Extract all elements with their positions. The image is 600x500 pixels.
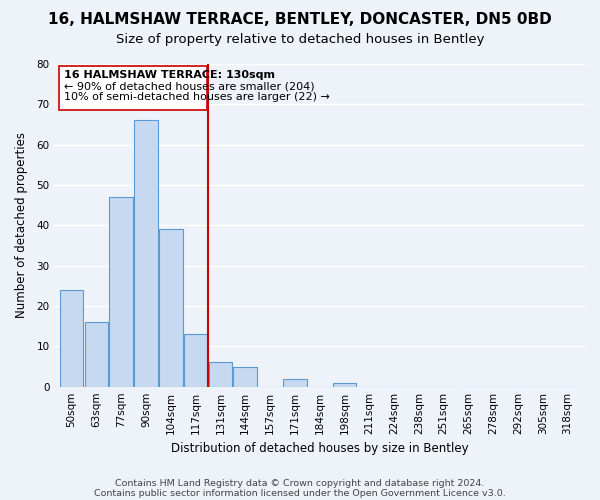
Text: Contains HM Land Registry data © Crown copyright and database right 2024.: Contains HM Land Registry data © Crown c…	[115, 478, 485, 488]
Text: Contains public sector information licensed under the Open Government Licence v3: Contains public sector information licen…	[94, 488, 506, 498]
Text: ← 90% of detached houses are smaller (204): ← 90% of detached houses are smaller (20…	[64, 82, 315, 92]
Text: 16, HALMSHAW TERRACE, BENTLEY, DONCASTER, DN5 0BD: 16, HALMSHAW TERRACE, BENTLEY, DONCASTER…	[48, 12, 552, 28]
FancyBboxPatch shape	[59, 66, 207, 110]
Bar	[332, 382, 356, 386]
Bar	[233, 366, 257, 386]
Y-axis label: Number of detached properties: Number of detached properties	[15, 132, 28, 318]
Bar	[184, 334, 208, 386]
Bar	[283, 378, 307, 386]
Bar	[134, 120, 158, 386]
Text: 10% of semi-detached houses are larger (22) →: 10% of semi-detached houses are larger (…	[64, 92, 330, 102]
Bar	[85, 322, 108, 386]
Bar	[209, 362, 232, 386]
Text: Size of property relative to detached houses in Bentley: Size of property relative to detached ho…	[116, 32, 484, 46]
Bar	[60, 290, 83, 386]
Text: 16 HALMSHAW TERRACE: 130sqm: 16 HALMSHAW TERRACE: 130sqm	[64, 70, 275, 80]
Bar	[159, 230, 182, 386]
Bar	[109, 197, 133, 386]
X-axis label: Distribution of detached houses by size in Bentley: Distribution of detached houses by size …	[171, 442, 469, 455]
